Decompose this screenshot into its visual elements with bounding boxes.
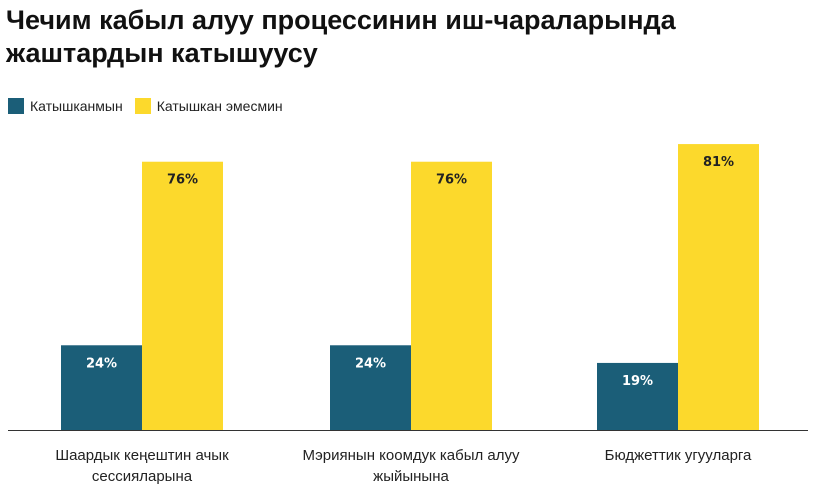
category-label-0-line-1: сессияларына bbox=[92, 468, 193, 485]
bar-not-participated-1 bbox=[411, 161, 492, 430]
bar-participated-2 bbox=[597, 362, 678, 430]
bar-not-participated-2 bbox=[678, 144, 759, 430]
legend-label-participated: Катышканмын bbox=[30, 98, 123, 114]
data-label-participated-1: 24% bbox=[355, 356, 386, 371]
legend: Катышканмын Катышкан эмесмин bbox=[8, 98, 295, 114]
data-label-participated-0: 24% bbox=[86, 356, 117, 371]
bar-participated-1 bbox=[330, 345, 411, 430]
category-label-1-line-0: Мэриянын коомдук кабыл алуу bbox=[302, 447, 520, 464]
data-label-not-participated-0: 76% bbox=[167, 173, 198, 188]
legend-item-not-participated: Катышкан эмесмин bbox=[134, 98, 283, 114]
category-label-0-line-0: Шаардык кеңештин ачык bbox=[55, 447, 229, 464]
legend-swatch-not-participated bbox=[134, 98, 151, 114]
bar-not-participated-0 bbox=[142, 161, 223, 430]
category-label-2-line-0: Бюджеттик угууларга bbox=[605, 447, 752, 464]
legend-swatch-participated bbox=[8, 98, 24, 114]
category-label-1-line-1: жыйынына bbox=[373, 468, 449, 485]
legend-item-participated: Катышканмын bbox=[8, 98, 123, 114]
legend-label-not-participated: Катышкан эмесмин bbox=[156, 98, 283, 114]
chart-title: Чечим кабыл алуу процессинин иш-чаралары… bbox=[6, 5, 676, 68]
data-label-not-participated-2: 81% bbox=[703, 155, 734, 170]
data-label-not-participated-1: 76% bbox=[436, 173, 467, 188]
bar-participated-0 bbox=[61, 345, 142, 430]
data-label-participated-2: 19% bbox=[622, 374, 653, 389]
